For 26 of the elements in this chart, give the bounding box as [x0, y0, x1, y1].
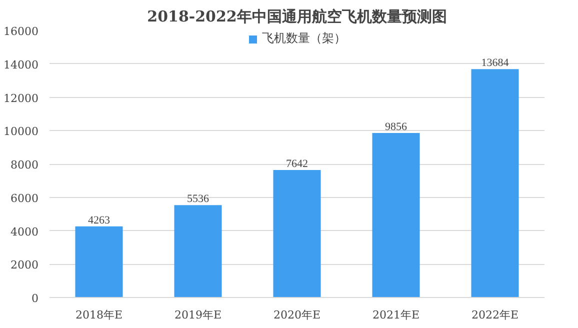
x-tick-label: 2019年E [174, 308, 222, 322]
y-tick-label: 0 [32, 292, 38, 305]
y-tick-label: 16000 [4, 25, 39, 38]
y-tick-label: 2000 [10, 258, 39, 272]
data-label: 9856 [385, 121, 408, 134]
bar [471, 69, 519, 298]
y-tick-label: 14000 [4, 58, 39, 72]
y-tick-label: 12000 [4, 92, 39, 105]
x-tick-label: 2021年E [372, 308, 420, 322]
data-label: 13684 [481, 57, 510, 70]
y-tick-label: 4000 [10, 225, 39, 238]
bar [75, 226, 123, 298]
data-label: 7642 [286, 158, 308, 170]
data-label: 4263 [88, 214, 110, 226]
legend-label: 飞机数量（架） [262, 30, 346, 47]
x-tick-label: 2020年E [273, 308, 321, 322]
bar [174, 205, 222, 298]
y-tick-label: 6000 [10, 192, 39, 205]
y-tick-label: 10000 [4, 125, 39, 138]
x-tick-label: 2018年E [75, 308, 123, 322]
chart-title: 2018-2022年中国通用航空飞机数量预测图 [147, 8, 447, 26]
bar [273, 170, 321, 298]
x-tick-label: 2022年E [471, 308, 519, 322]
data-label: 5536 [187, 193, 210, 206]
bar [372, 133, 420, 298]
y-tick-label: 8000 [10, 158, 39, 172]
